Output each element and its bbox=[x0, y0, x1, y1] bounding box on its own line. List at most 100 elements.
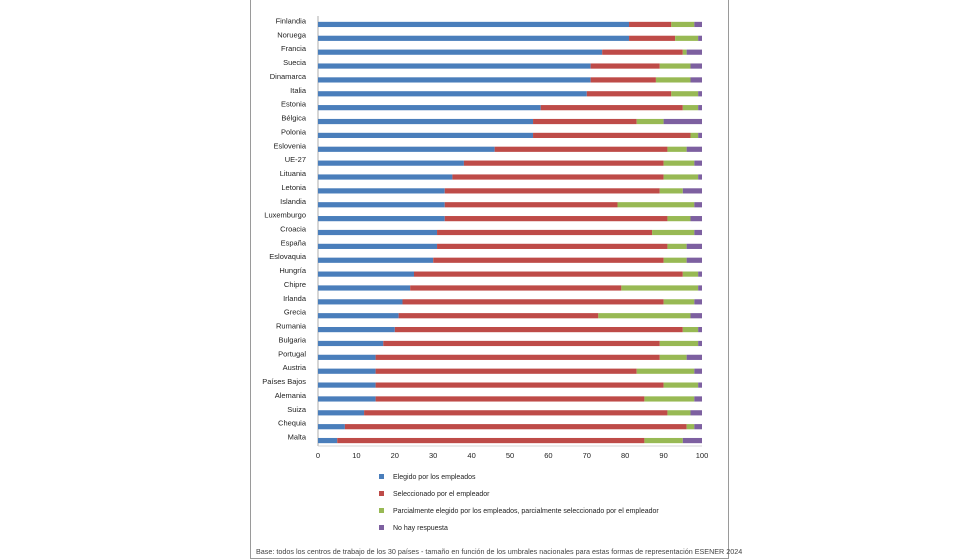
bar-4-2 bbox=[686, 49, 702, 55]
category-label: Lituania bbox=[280, 169, 307, 178]
category-label: Grecia bbox=[284, 308, 307, 317]
bar-2-5 bbox=[586, 91, 672, 97]
bar-2-12 bbox=[444, 188, 660, 194]
bar-3-15 bbox=[652, 229, 695, 236]
bar-3-13 bbox=[617, 202, 695, 208]
bar-1-16 bbox=[318, 243, 438, 249]
x-tick-label: 70 bbox=[583, 451, 591, 460]
legend-label: No hay respuesta bbox=[393, 525, 448, 532]
bar-2-15 bbox=[437, 229, 653, 236]
bar-1-12 bbox=[318, 188, 445, 194]
bar-3-21 bbox=[598, 313, 691, 319]
category-label: Chequia bbox=[278, 419, 307, 428]
bar-4-28 bbox=[690, 410, 702, 416]
bar-2-4 bbox=[590, 77, 656, 83]
bar-3-30 bbox=[644, 437, 683, 444]
bar-3-22 bbox=[682, 326, 699, 333]
bar-2-0 bbox=[629, 21, 672, 28]
bar-1-17 bbox=[318, 257, 434, 263]
legend: Elegido por los empleados Seleccionado po… bbox=[379, 474, 659, 532]
bar-1-30 bbox=[318, 437, 338, 444]
category-label: Finlandia bbox=[276, 16, 307, 25]
category-label: Italia bbox=[290, 86, 307, 95]
bar-2-6 bbox=[540, 105, 683, 111]
bar-4-20 bbox=[694, 299, 702, 305]
category-label: Eslovaquia bbox=[269, 252, 307, 261]
bar-1-26 bbox=[318, 382, 376, 388]
legend-swatch bbox=[379, 508, 384, 513]
bar-1-6 bbox=[318, 105, 541, 111]
category-label: Bulgaria bbox=[278, 335, 306, 344]
bar-4-19 bbox=[698, 285, 702, 291]
bar-4-7 bbox=[663, 118, 702, 125]
bar-4-18 bbox=[698, 271, 702, 277]
x-tick-label: 60 bbox=[544, 451, 552, 460]
category-label: Países Bajos bbox=[262, 377, 306, 386]
bar-3-26 bbox=[663, 382, 699, 388]
bar-1-29 bbox=[318, 424, 345, 430]
x-tick-label: 40 bbox=[467, 451, 475, 460]
bar-2-19 bbox=[410, 285, 622, 291]
bar-4-15 bbox=[694, 229, 702, 236]
bar-4-29 bbox=[694, 424, 702, 430]
bar-1-20 bbox=[318, 299, 403, 305]
bar-1-0 bbox=[318, 21, 630, 28]
category-label: España bbox=[281, 238, 307, 247]
bar-3-14 bbox=[667, 216, 691, 222]
bar-3-23 bbox=[659, 340, 699, 347]
chart-frame bbox=[250, 0, 729, 559]
x-tick-label: 20 bbox=[391, 451, 399, 460]
bar-3-2 bbox=[682, 49, 687, 55]
bar-1-7 bbox=[318, 118, 534, 125]
bar-3-19 bbox=[621, 285, 699, 291]
footnote: Base: todos los centros de trabajo de lo… bbox=[256, 547, 743, 556]
bar-2-27 bbox=[375, 396, 645, 402]
bar-1-8 bbox=[318, 132, 534, 139]
bar-4-3 bbox=[690, 63, 702, 69]
bar-4-8 bbox=[698, 132, 702, 139]
bar-2-30 bbox=[337, 437, 645, 444]
bar-2-9 bbox=[494, 146, 668, 152]
bar-3-4 bbox=[655, 77, 691, 83]
category-label: Luxemburgo bbox=[264, 211, 306, 220]
bar-2-23 bbox=[383, 340, 660, 347]
bar-1-9 bbox=[318, 146, 495, 152]
x-tick-label: 10 bbox=[352, 451, 360, 460]
bar-2-24 bbox=[375, 354, 660, 360]
bar-4-10 bbox=[694, 160, 702, 166]
category-label: Austria bbox=[283, 363, 307, 372]
category-label: Malta bbox=[288, 433, 307, 442]
bar-1-1 bbox=[318, 35, 630, 41]
x-tick-label: 80 bbox=[621, 451, 629, 460]
bar-2-14 bbox=[444, 216, 668, 222]
category-label: Islandia bbox=[280, 197, 307, 206]
bar-2-28 bbox=[364, 410, 668, 416]
bar-1-28 bbox=[318, 410, 365, 416]
category-label: Suiza bbox=[287, 405, 307, 414]
bar-4-0 bbox=[694, 21, 702, 28]
bar-3-0 bbox=[671, 21, 695, 28]
category-label: Hungría bbox=[279, 266, 307, 275]
bar-2-21 bbox=[398, 313, 599, 319]
bar-4-13 bbox=[694, 202, 702, 208]
category-label: Bélgica bbox=[281, 114, 306, 123]
bar-3-9 bbox=[667, 146, 687, 152]
bar-4-21 bbox=[690, 313, 702, 319]
bar-4-24 bbox=[686, 354, 702, 360]
bar-2-8 bbox=[533, 132, 691, 139]
bar-1-3 bbox=[318, 63, 591, 69]
bar-1-25 bbox=[318, 368, 376, 374]
bar-2-7 bbox=[533, 118, 637, 125]
category-label: Francia bbox=[281, 44, 307, 53]
bar-4-22 bbox=[698, 326, 702, 333]
x-axis-ticks: 0 10 20 30 40 50 60 70 80 90 100 bbox=[316, 451, 708, 460]
category-label: Croacia bbox=[280, 225, 307, 234]
legend-label: Parcialmente elegido por los empleados, … bbox=[393, 508, 659, 515]
bar-4-11 bbox=[698, 174, 702, 180]
x-tick-label: 90 bbox=[659, 451, 667, 460]
legend-label: Seleccionado por el empleador bbox=[393, 491, 490, 498]
bar-2-18 bbox=[414, 271, 683, 277]
bar-4-26 bbox=[698, 382, 702, 388]
bar-4-23 bbox=[698, 340, 702, 347]
